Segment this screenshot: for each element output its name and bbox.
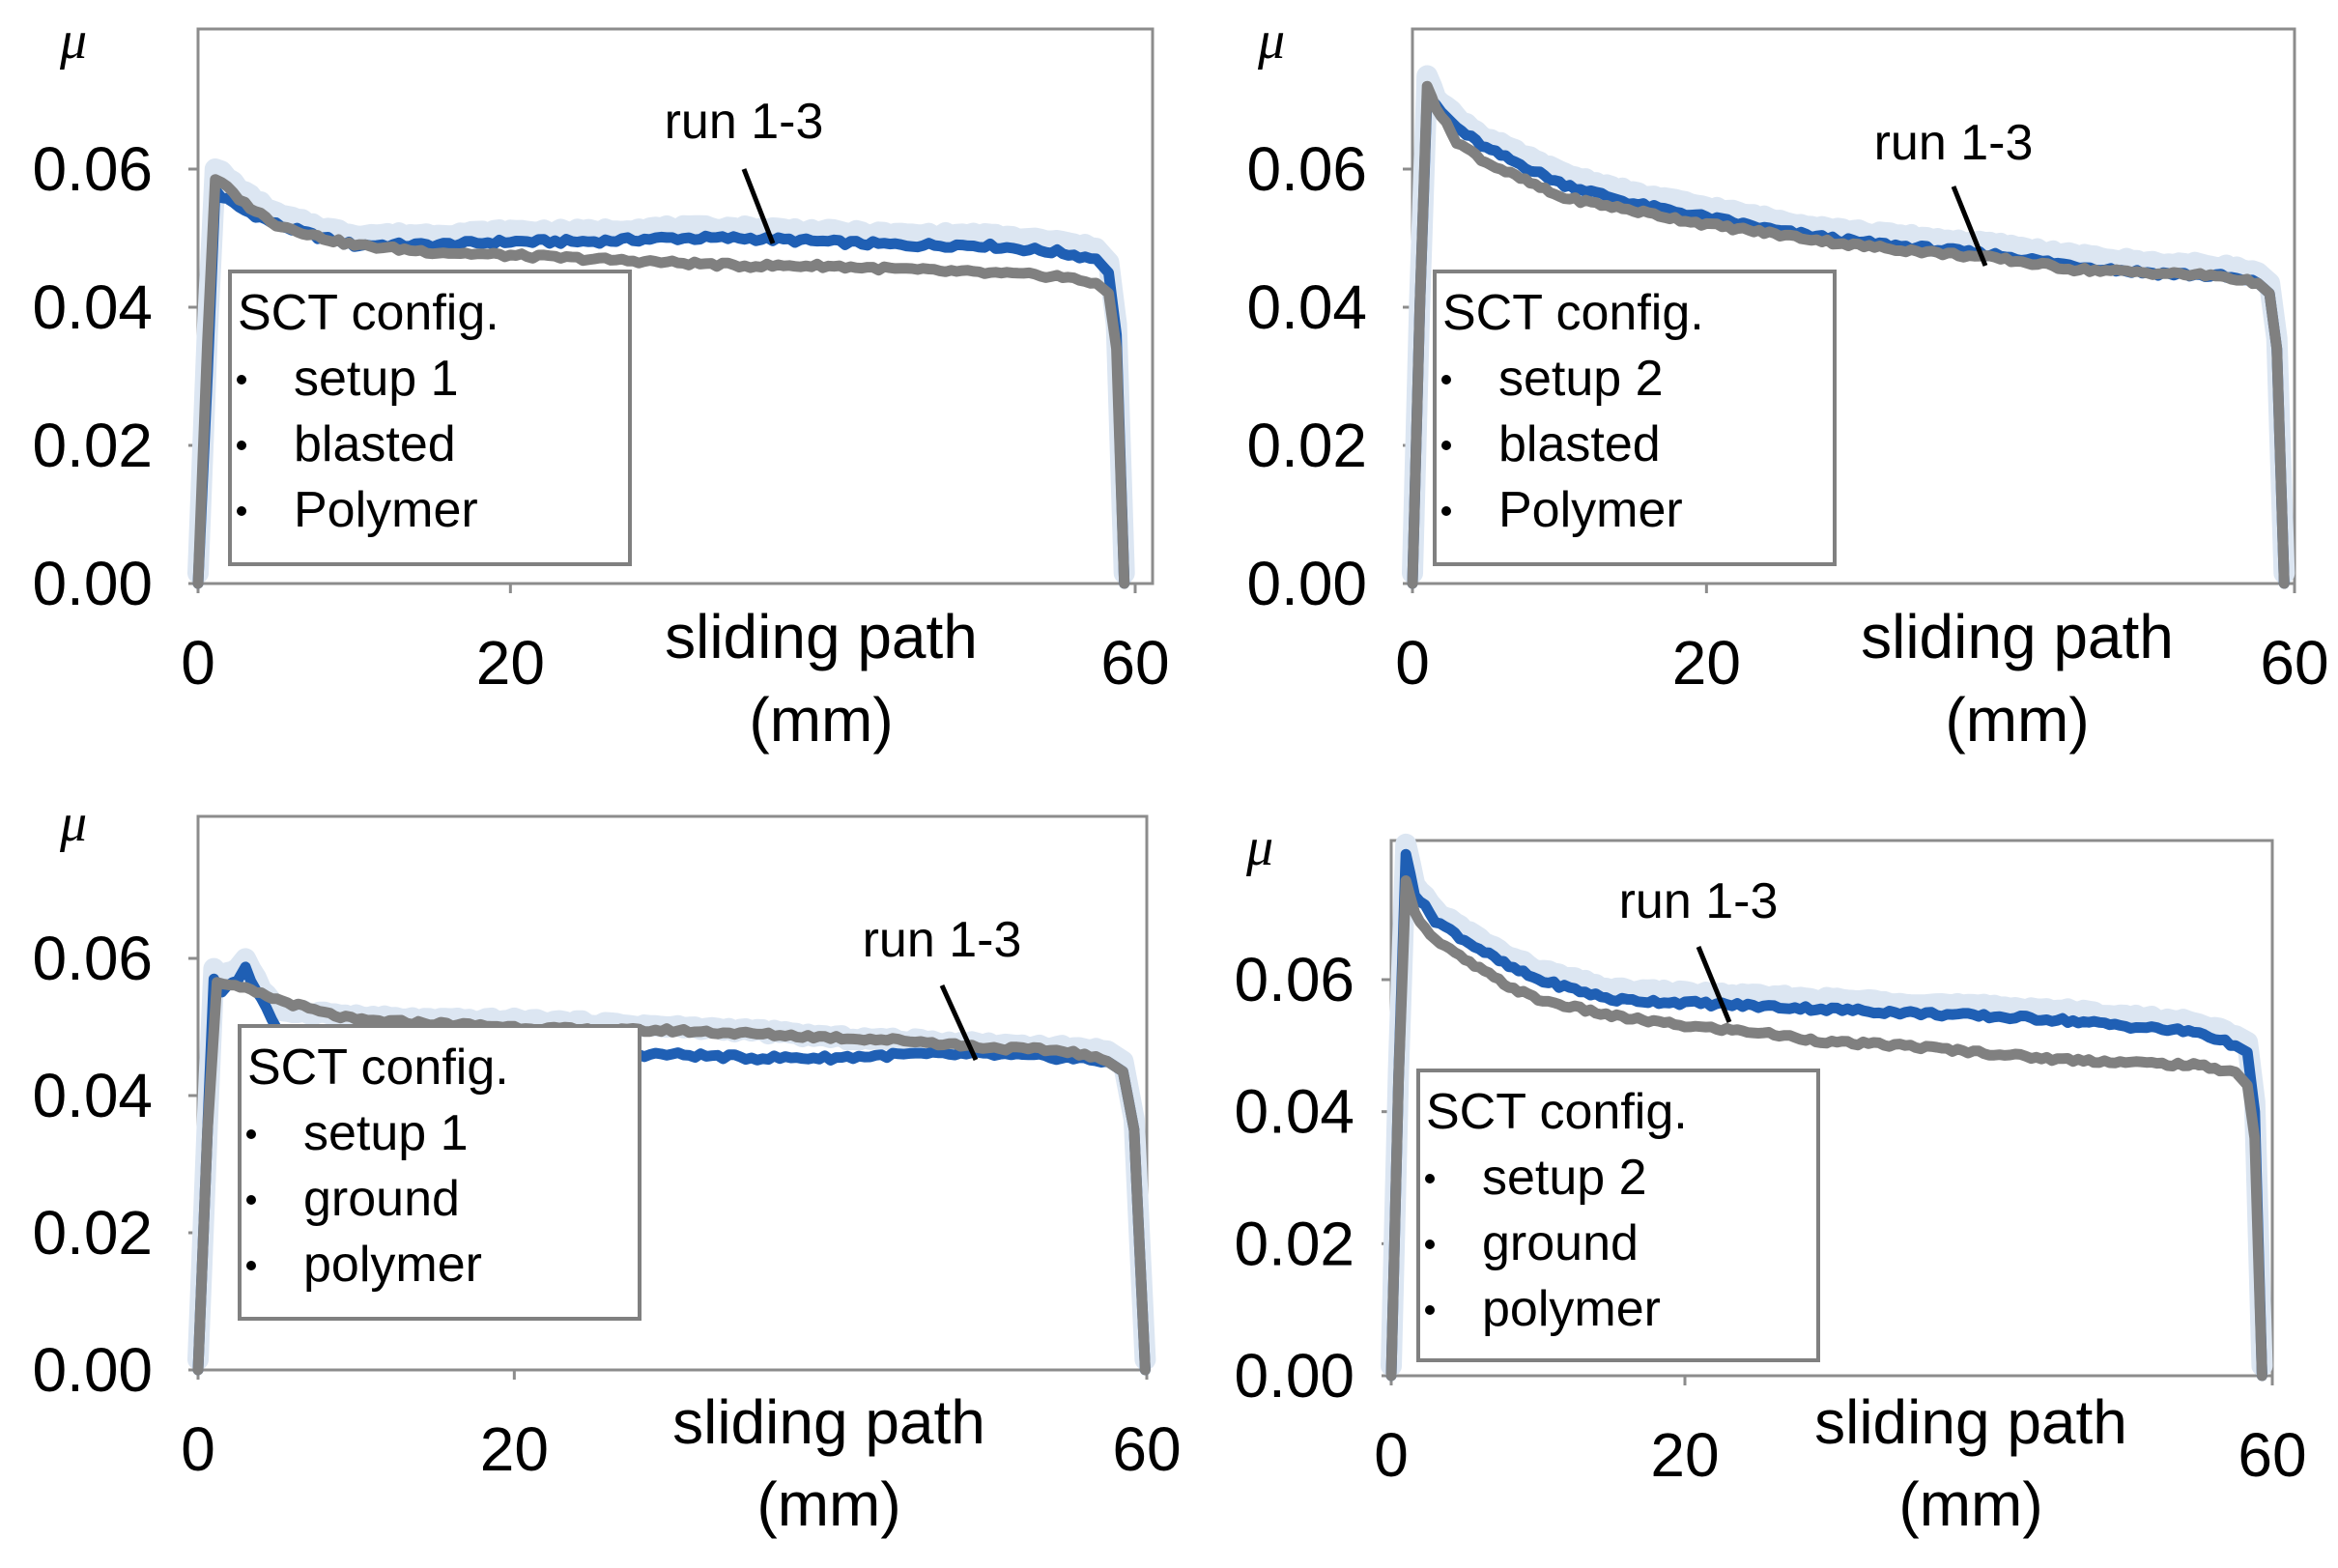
y-tick-label: 0.00 bbox=[1234, 1341, 1354, 1411]
chart-panel-1: 0.00 0.02 0.04 0.06 0 20 60 μ sliding path (mm) ru… bbox=[32, 11, 1169, 755]
legend-bullet bbox=[1425, 1174, 1435, 1183]
x-axis-label-line2: (mm) bbox=[1898, 1469, 2042, 1539]
y-tick-label: 0.04 bbox=[1246, 272, 1367, 342]
series-line-gray bbox=[192, 174, 1130, 589]
legend: SCT config. setup 1 ground polymer bbox=[238, 1024, 642, 1321]
legend-box bbox=[1416, 1069, 1820, 1362]
x-axis-label-line2: (mm) bbox=[1945, 685, 2089, 755]
y-tick-label: 0.04 bbox=[32, 1061, 153, 1130]
legend-item: setup 2 bbox=[1482, 1150, 1647, 1206]
legend-title: SCT config. bbox=[238, 285, 499, 341]
legend-item: setup 1 bbox=[294, 351, 459, 407]
run-annotation: run 1-3 bbox=[1874, 115, 2034, 171]
legend-box bbox=[238, 1024, 642, 1321]
x-tick-label: 60 bbox=[1112, 1414, 1181, 1484]
y-tick-label: 0.04 bbox=[1234, 1077, 1354, 1147]
legend-item: ground bbox=[303, 1171, 460, 1227]
series-line-gray bbox=[192, 977, 1151, 1376]
legend-item: ground bbox=[1482, 1215, 1639, 1271]
legend-item: setup 2 bbox=[1498, 351, 1664, 407]
y-tick-label: 0.04 bbox=[32, 272, 153, 342]
annotation-leader bbox=[939, 984, 979, 1062]
legend-bullet bbox=[1441, 506, 1451, 516]
y-tick-label: 0.06 bbox=[1246, 134, 1367, 204]
x-tick-label: 20 bbox=[476, 628, 545, 698]
legend-bullet bbox=[246, 1195, 256, 1205]
y-tick-label: 0.00 bbox=[32, 1335, 153, 1405]
series-envelope bbox=[187, 158, 1135, 584]
legend-item: Polymer bbox=[1498, 482, 1683, 538]
legend-bullet bbox=[237, 441, 246, 450]
y-axis-label: μ bbox=[1245, 817, 1273, 877]
legend-bullet bbox=[1425, 1305, 1435, 1315]
x-tick-label: 60 bbox=[2238, 1420, 2306, 1490]
run-annotation: run 1-3 bbox=[665, 94, 824, 150]
legend-item: polymer bbox=[303, 1237, 482, 1293]
x-tick-label: 60 bbox=[2260, 628, 2328, 698]
legend-box bbox=[1433, 270, 1837, 566]
x-tick-label: 20 bbox=[1672, 628, 1741, 698]
x-tick-label: 0 bbox=[1395, 628, 1430, 698]
legend-item: Polymer bbox=[294, 482, 478, 538]
legend-box bbox=[228, 270, 632, 566]
legend-bullet bbox=[1441, 375, 1451, 385]
x-axis-label-line2: (mm) bbox=[749, 685, 893, 755]
y-tick-label: 0.02 bbox=[1246, 411, 1367, 480]
legend: SCT config. setup 1 blasted Polymer bbox=[228, 270, 632, 566]
series-line-blue bbox=[1385, 848, 2267, 1382]
series-envelope bbox=[1402, 65, 2295, 584]
x-tick-label: 0 bbox=[1374, 1420, 1409, 1490]
x-axis-label-line1: sliding path bbox=[1814, 1387, 2127, 1457]
x-tick-label: 20 bbox=[1650, 1420, 1719, 1490]
y-tick-label: 0.02 bbox=[32, 1198, 153, 1268]
legend-bullet bbox=[237, 375, 246, 385]
x-axis-label-line1: sliding path bbox=[1861, 602, 2174, 671]
legend-bullet bbox=[237, 506, 246, 516]
legend-bullet bbox=[1425, 1240, 1435, 1249]
y-tick-label: 0.06 bbox=[1234, 945, 1354, 1014]
run-annotation: run 1-3 bbox=[863, 912, 1022, 968]
x-tick-label: 0 bbox=[181, 1414, 215, 1484]
legend-item: polymer bbox=[1482, 1281, 1661, 1337]
x-axis-label-line1: sliding path bbox=[665, 602, 978, 671]
legend-title: SCT config. bbox=[1442, 285, 1704, 341]
x-axis-label-line2: (mm) bbox=[756, 1469, 900, 1539]
y-axis-label: μ bbox=[59, 11, 87, 71]
y-tick-label: 0.00 bbox=[1246, 549, 1367, 618]
series-line-gray bbox=[1385, 875, 2267, 1382]
legend-title: SCT config. bbox=[247, 1040, 509, 1096]
legend: SCT config. setup 2 ground polymer bbox=[1416, 1069, 1820, 1362]
series-envelope bbox=[1381, 833, 2273, 1377]
x-tick-label: 60 bbox=[1100, 628, 1169, 698]
legend: SCT config. setup 2 blasted Polymer bbox=[1433, 270, 1837, 566]
legend-item: blasted bbox=[294, 416, 456, 472]
legend-bullet bbox=[246, 1129, 256, 1139]
chart-panel-2: 0.00 0.02 0.04 0.06 0 20 60 μ sliding path (mm) ru… bbox=[1246, 11, 2328, 755]
annotation-leader bbox=[1696, 946, 1732, 1023]
annotation-leader bbox=[1951, 185, 1988, 267]
y-tick-label: 0.02 bbox=[32, 411, 153, 480]
y-tick-label: 0.06 bbox=[32, 134, 153, 204]
y-tick-label: 0.00 bbox=[32, 549, 153, 618]
x-tick-label: 20 bbox=[480, 1414, 549, 1484]
y-axis-label: μ bbox=[1257, 11, 1285, 71]
run-annotation: run 1-3 bbox=[1619, 873, 1779, 929]
legend-bullet bbox=[246, 1261, 256, 1270]
series-line-gray bbox=[1407, 80, 2290, 589]
legend-bullet bbox=[1441, 441, 1451, 450]
annotation-leader bbox=[741, 168, 776, 244]
y-tick-label: 0.06 bbox=[32, 924, 153, 993]
chart-panel-3: 0.00 0.02 0.04 0.06 0 20 60 μ sliding path (mm) ru… bbox=[32, 793, 1181, 1539]
chart-panel-4: 0.00 0.02 0.04 0.06 0 20 60 μ sliding path (mm) ru… bbox=[1234, 817, 2306, 1539]
y-tick-label: 0.02 bbox=[1234, 1209, 1354, 1278]
legend-item: blasted bbox=[1498, 416, 1661, 472]
y-axis-label: μ bbox=[59, 793, 87, 853]
x-axis-label-line1: sliding path bbox=[672, 1387, 985, 1457]
legend-item: setup 1 bbox=[303, 1105, 469, 1161]
x-tick-label: 0 bbox=[181, 628, 215, 698]
legend-title: SCT config. bbox=[1426, 1084, 1688, 1140]
